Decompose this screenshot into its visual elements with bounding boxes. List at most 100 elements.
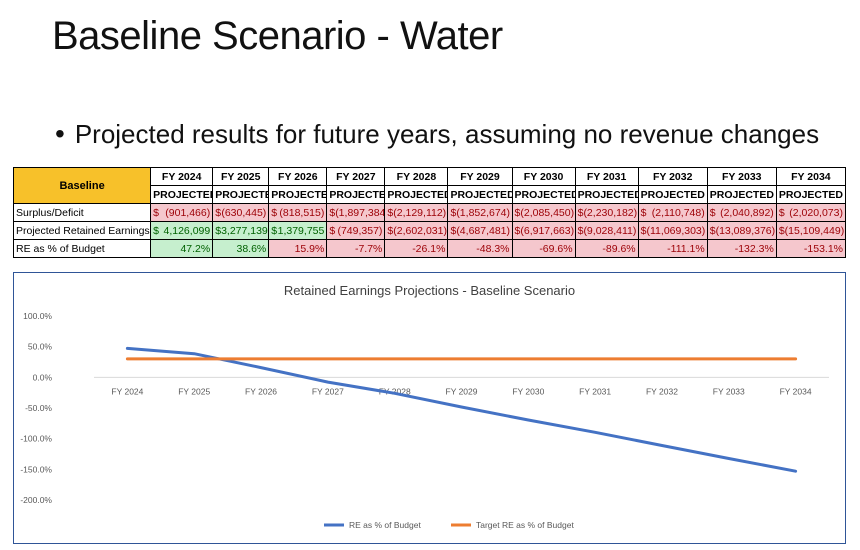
currency-symbol: $ [640,224,647,237]
cell-value: (15,109,449) [784,224,845,237]
x-tick-label: FY 2030 [512,386,544,396]
baseline-header: Baseline [12,167,152,204]
slide-title: Baseline Scenario - Water [52,14,503,58]
table-cell: -7.7% [326,239,386,258]
table-cell: $ (11,069,303) [637,221,708,240]
currency-symbol: $ [329,206,336,219]
year-header: FY 2025 [212,167,270,186]
projected-header: PROJECTED [511,185,576,204]
y-tick-label: 50.0% [28,342,53,352]
bullet-icon: • [55,118,65,149]
table-cell: $ (2,110,748) [637,203,708,222]
cell-value: (901,466) [165,206,211,219]
bullet-text: Projected results for future years, assu… [74,118,820,149]
cell-value: (2,110,748) [651,206,705,219]
currency-symbol: $ [778,206,785,219]
currency-symbol: $ [271,206,278,219]
x-tick-label: FY 2031 [579,386,611,396]
table-cell: $ (2,020,073) [775,203,847,222]
cell-value: -69.6% [539,242,573,255]
cell-value: 38.6% [236,242,267,255]
table-cell: $1,379,755 [268,221,328,240]
table-cell: $ (15,109,449) [775,221,847,240]
year-header: FY 2033 [706,167,777,186]
year-header: FY 2027 [326,167,386,186]
currency-symbol: $ [387,224,394,237]
table-cell: $ (1,852,674) [447,203,513,222]
currency-symbol: $ [577,224,584,237]
table-cell: $ (818,515) [268,203,328,222]
cell-value: (630,445) [221,206,267,219]
y-tick-label: -150.0% [20,464,52,474]
table-cell: $ (630,445) [212,203,270,222]
table-cell: 15.9% [268,239,328,258]
table-cell: 47.2% [150,239,214,258]
x-tick-label: FY 2027 [312,386,344,396]
year-header: FY 2029 [447,167,513,186]
table-cell: 38.6% [212,239,270,258]
year-header: FY 2028 [384,167,449,186]
cell-value: (1,897,384) [335,206,385,219]
table-cell: $ (2,040,892) [706,203,777,222]
currency-symbol: $ [778,224,785,237]
projected-header: PROJECTED [447,185,513,204]
cell-value: (2,040,892) [720,206,774,219]
table-cell: $ (6,917,663) [511,221,576,240]
cell-value: -89.6% [602,242,636,255]
cell-value: -153.1% [803,242,843,255]
table-cell: $4,126,099 [150,221,214,240]
projected-header: PROJECTED [384,185,449,204]
cell-value: -111.1% [667,242,705,255]
table-cell: $ (2,230,182) [574,203,639,222]
table-cell: -26.1% [384,239,449,258]
cell-value: -132.3% [734,242,774,255]
projected-header: PROJECTED [775,185,847,204]
cell-value: (2,085,450) [520,206,575,219]
currency-symbol: $ [329,224,336,237]
row-label: Projected Retained Earnings [12,221,152,240]
table-cell: $3,277,139 [212,221,270,240]
currency-symbol: $ [387,206,394,219]
cell-value: (2,129,112) [393,206,447,219]
table-row: Surplus/Deficit $ (901,466) $ (630,445) $ (818… [12,203,847,222]
currency-symbol: $ [153,224,159,237]
row-label: Surplus/Deficit [12,203,152,222]
projected-header: PROJECTED [706,185,777,204]
currency-symbol: $ [640,206,647,219]
bullet-point: • Projected results for future years, as… [55,118,819,150]
series-line-re-pct [125,346,798,473]
cell-value: (6,917,663) [520,224,575,237]
projected-header: PROJECTED [268,185,328,204]
table-cell: $ (2,129,112) [384,203,449,222]
projected-header: PROJECTED [326,185,386,204]
y-tick-label: -200.0% [20,495,52,505]
table-cell: $ (749,357) [326,221,386,240]
y-tick-label: 100.0% [23,311,52,321]
year-header: FY 2026 [268,167,328,186]
cell-value: (4,687,481) [456,224,511,237]
currency-symbol: $ [450,206,457,219]
cell-value: 15.9% [294,242,325,255]
year-header: FY 2024 [150,167,214,186]
cell-value: -26.1% [412,242,446,255]
x-tick-label: FY 2029 [446,386,478,396]
table-cell: $ (4,687,481) [447,221,513,240]
cell-value: 1,379,755 [277,224,325,237]
table-row: Projected Retained Earnings $4,126,099 $3,… [12,221,847,240]
cell-value: (9,028,411) [583,224,637,237]
table-cell: $ (9,028,411) [574,221,639,240]
x-tick-label: FY 2025 [178,386,210,396]
currency-symbol: $ [709,224,716,237]
x-tick-label: FY 2032 [646,386,678,396]
currency-symbol: $ [514,224,521,237]
cell-value: 47.2% [180,242,211,255]
table-cell: $ (2,085,450) [511,203,576,222]
cell-value: (11,069,303) [646,224,706,237]
cell-value: -48.3% [476,242,510,255]
cell-value: -7.7% [354,242,383,255]
currency-symbol: $ [709,206,716,219]
x-tick-label: FY 2033 [713,386,745,396]
currency-symbol: $ [577,206,584,219]
year-header: FY 2031 [574,167,639,186]
currency-symbol: $ [514,206,521,219]
